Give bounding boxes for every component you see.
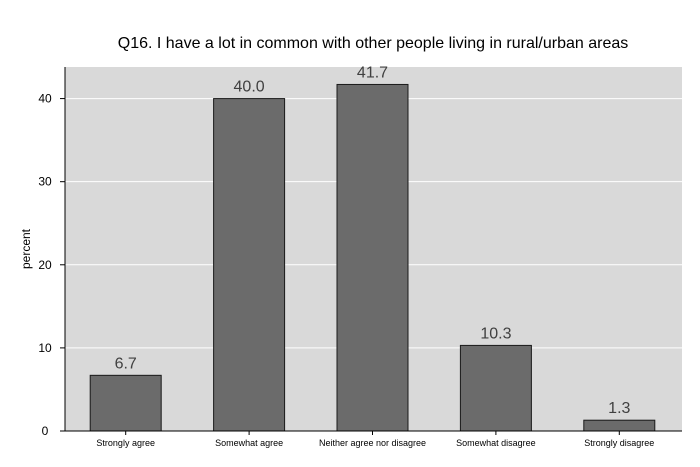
bar <box>336 83 409 432</box>
x-tick-label: Neither agree nor disagree <box>319 438 426 448</box>
x-tick-label: Strongly disagree <box>584 438 654 448</box>
y-axis: 0 10 20 30 40 <box>38 67 66 438</box>
bar <box>459 344 532 432</box>
bar <box>583 419 656 432</box>
data-label: 41.7 <box>357 64 388 81</box>
y-tick-label: 20 <box>38 258 52 272</box>
x-tick-label: Somewhat disagree <box>456 438 536 448</box>
data-label: 40.0 <box>234 79 265 96</box>
y-axis-label: percent <box>19 228 33 269</box>
data-label: 1.3 <box>608 400 630 417</box>
x-tick-label: Strongly agree <box>96 438 155 448</box>
y-tick-label: 40 <box>38 92 52 106</box>
bar <box>89 374 162 432</box>
bar <box>213 98 286 432</box>
data-label: 6.7 <box>115 355 137 372</box>
data-label: 10.3 <box>480 325 511 342</box>
bars: 6.7 40.0 41.7 10.3 1.3 <box>89 64 656 432</box>
x-tick-label: Somewhat agree <box>215 438 283 448</box>
y-tick-label: 30 <box>38 175 52 189</box>
chart-title: Q16. I have a lot in common with other p… <box>118 35 629 52</box>
x-axis: Strongly agree Somewhat agree Neither agre… <box>65 430 682 448</box>
y-tick-label: 10 <box>38 341 52 355</box>
y-tick-label: 0 <box>42 424 49 438</box>
